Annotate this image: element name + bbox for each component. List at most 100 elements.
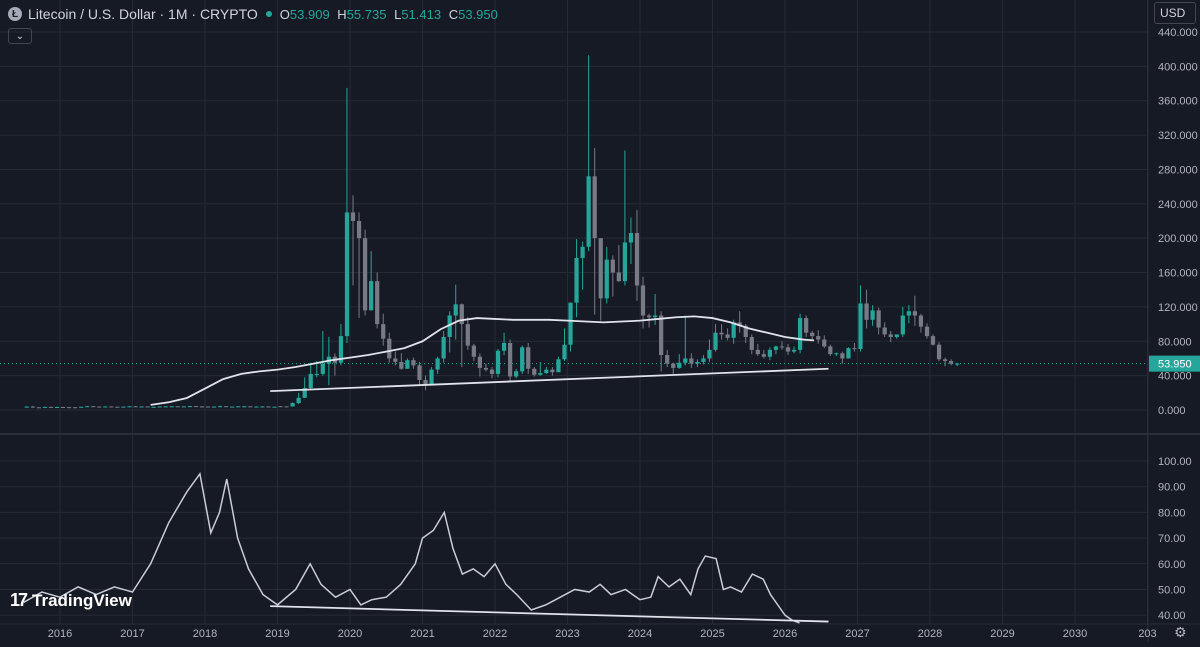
candle [562, 328, 567, 362]
candle [344, 87, 350, 343]
time-tick-label: 2023 [555, 628, 579, 640]
candle-body [109, 406, 114, 408]
candle [356, 212, 362, 319]
candle [586, 55, 591, 252]
price-tick-label: 440.000 [1158, 27, 1198, 39]
candle [217, 405, 223, 408]
candle-body [797, 318, 803, 350]
candle [278, 406, 283, 408]
candle-body [840, 353, 845, 359]
symbol-title[interactable]: Litecoin / U.S. Dollar · 1M · CRYPTO [28, 6, 258, 22]
candle [834, 352, 839, 356]
candle [72, 407, 78, 409]
candle [695, 359, 700, 368]
high-key: H [337, 6, 347, 22]
candle [24, 406, 29, 408]
candle-body [85, 406, 90, 408]
candle [453, 284, 458, 340]
candle-body [526, 347, 531, 369]
candle-body [761, 354, 766, 357]
time-axis: 2016 2017 2018 2019 2020 2021 2022 2023 2024 2025… [48, 628, 1157, 640]
candle-body [713, 332, 718, 350]
candle-body [66, 407, 72, 409]
candle-body [822, 339, 827, 347]
candle-body [163, 406, 168, 408]
candle-body [580, 246, 585, 258]
candle-body [405, 360, 410, 369]
candle-body [133, 406, 138, 408]
last-price-label: 53.950 [1158, 359, 1192, 371]
candle-body [169, 406, 174, 408]
candle-body [369, 281, 374, 311]
time-tick-label: 2016 [48, 628, 72, 640]
candle [42, 406, 48, 408]
candle-body [211, 406, 217, 408]
candle [622, 150, 628, 286]
candle-body [749, 336, 754, 350]
price-tick-label: 200.000 [1158, 233, 1198, 245]
candle-body [592, 176, 597, 239]
candle [175, 406, 180, 408]
candle-body [417, 365, 422, 380]
candle [677, 354, 682, 369]
candles-group [24, 55, 960, 409]
candle [272, 406, 277, 408]
candle [852, 342, 857, 352]
candle [526, 342, 531, 374]
candle-body [151, 406, 156, 408]
candle [145, 406, 150, 408]
candle [659, 311, 664, 372]
candle [507, 339, 513, 383]
candle-body [254, 406, 259, 408]
candle [187, 405, 193, 408]
time-tick-label: 2021 [410, 628, 434, 640]
candle-body [659, 315, 664, 356]
price-tick-label: 280.000 [1158, 164, 1198, 176]
candle [417, 361, 422, 385]
high-value: 55.735 [346, 6, 387, 22]
candle-body [622, 242, 628, 282]
time-tick-label: 2025 [700, 628, 724, 640]
candle [713, 324, 718, 352]
candle-body [888, 334, 893, 337]
candle [949, 359, 954, 366]
market-status-dot [265, 11, 272, 17]
candle [906, 305, 911, 324]
candle [320, 330, 325, 376]
candle [411, 357, 416, 369]
tradingview-logo[interactable]: 17 TradingView [10, 590, 132, 611]
candle-body [362, 238, 368, 311]
candle-body [695, 361, 700, 364]
candle-body [652, 315, 658, 318]
candle [918, 313, 924, 333]
candle [193, 405, 199, 408]
candle [266, 406, 271, 408]
candle-body [489, 369, 495, 374]
collapse-legend-button[interactable]: ⌄ [8, 28, 32, 44]
candle [308, 362, 313, 389]
time-tick-label: 2028 [918, 628, 942, 640]
open-value: 53.909 [289, 6, 330, 22]
candle-body [338, 336, 344, 363]
candle-body [278, 406, 283, 408]
candle-body [870, 310, 875, 320]
candle [66, 406, 72, 409]
candle-body [912, 311, 918, 316]
candle-body [616, 272, 621, 282]
candle-body [157, 406, 162, 408]
last-price-label-box [1149, 355, 1200, 372]
candle-body [834, 353, 839, 355]
currency-button[interactable]: USD [1154, 2, 1196, 24]
candle-body [501, 342, 507, 351]
candle-body [284, 406, 289, 408]
candle-body [205, 406, 211, 408]
candle [797, 313, 803, 354]
candle [260, 406, 265, 408]
price-tick-label: 120.000 [1158, 302, 1198, 314]
time-tick-label: 2029 [990, 628, 1014, 640]
gear-icon[interactable]: ⚙ [1174, 624, 1187, 640]
grid-group [0, 0, 1148, 624]
price-tick-label: 160.000 [1158, 268, 1198, 280]
candle [544, 367, 549, 374]
